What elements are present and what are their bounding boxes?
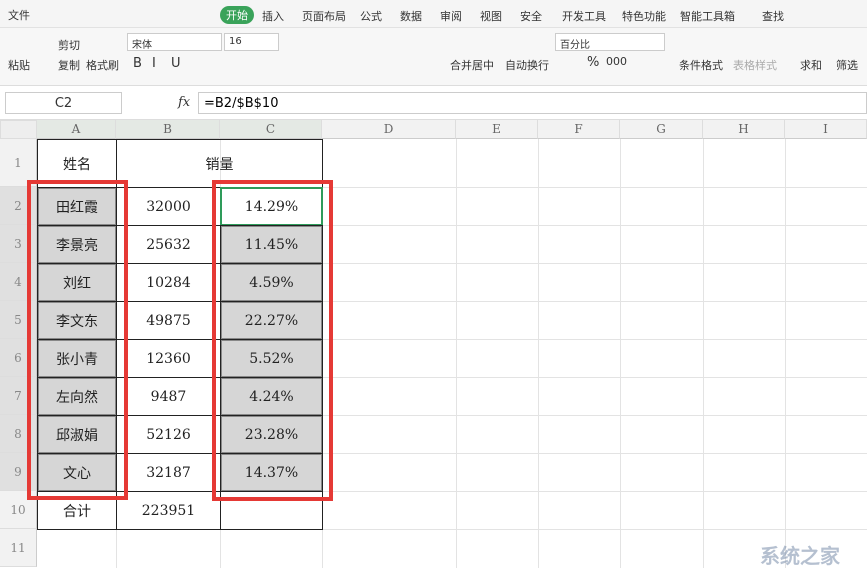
row-header[interactable]: 11 <box>0 529 37 567</box>
ribbon-table-style[interactable]: 表格样式 <box>733 59 777 72</box>
cell[interactable]: 文心 <box>37 453 117 492</box>
cell[interactable]: 11.45% <box>220 225 323 264</box>
size-box[interactable]: 16 <box>224 33 279 51</box>
corner <box>0 120 37 139</box>
menu-tab[interactable]: 视图 <box>480 10 502 23</box>
cell[interactable]: 32187 <box>116 453 221 492</box>
ribbon-wrap[interactable]: 自动换行 <box>505 59 549 72</box>
fx[interactable]: fx <box>178 95 191 110</box>
grid-line <box>37 339 867 340</box>
column-header[interactable]: G <box>620 120 703 139</box>
cell[interactable]: 25632 <box>116 225 221 264</box>
cell[interactable]: 223951 <box>116 491 221 530</box>
cell[interactable]: 49875 <box>116 301 221 340</box>
grid-line <box>37 491 867 492</box>
cell[interactable]: 李文东 <box>37 301 117 340</box>
menu-tab[interactable]: 页面布局 <box>302 10 346 23</box>
menu-tab[interactable]: 插入 <box>262 10 284 23</box>
grid-line <box>456 139 457 568</box>
column-header[interactable]: A <box>37 120 116 139</box>
ribbon-sum[interactable]: 求和 <box>800 59 822 72</box>
grid-line <box>37 187 867 188</box>
highlight-box <box>27 180 128 500</box>
ribbon-bold[interactable]: B <box>133 56 142 71</box>
grid-line <box>37 377 867 378</box>
grid-line <box>37 263 867 264</box>
menu-tab[interactable]: 公式 <box>360 10 382 23</box>
cell[interactable]: 左向然 <box>37 377 117 416</box>
ribbon-filter[interactable]: 筛选 <box>836 59 858 72</box>
ribbon-percent[interactable]: % <box>587 55 600 70</box>
ribbon-format-painter[interactable]: 格式刷 <box>86 59 119 72</box>
ribbon-merge[interactable]: 合并居中 <box>450 59 494 72</box>
menu-tab[interactable]: 特色功能 <box>622 10 666 23</box>
formula-input[interactable] <box>198 92 867 114</box>
cell[interactable]: 52126 <box>116 415 221 454</box>
cell[interactable] <box>220 491 323 530</box>
ribbon-conditional[interactable]: 条件格式 <box>679 59 723 72</box>
cell[interactable]: 14.37% <box>220 453 323 492</box>
grid-line <box>37 529 867 530</box>
grid-line <box>538 139 539 568</box>
column-header[interactable]: F <box>538 120 620 139</box>
grid-line <box>785 139 786 568</box>
cell[interactable]: 刘红 <box>37 263 117 302</box>
cell[interactable]: 22.27% <box>220 301 323 340</box>
watermark: 系统之家 <box>760 544 840 568</box>
column-header[interactable]: I <box>785 120 867 139</box>
column-header[interactable]: E <box>456 120 538 139</box>
column-header[interactable]: H <box>703 120 785 139</box>
font-box[interactable]: 宋体 <box>127 33 222 51</box>
search[interactable]: 查找 <box>762 10 784 23</box>
name-box[interactable] <box>5 92 122 114</box>
menu-tab[interactable]: 数据 <box>400 10 422 23</box>
column-header[interactable]: B <box>116 120 220 139</box>
ribbon-cut[interactable]: 剪切 <box>58 39 80 52</box>
grid-line <box>37 453 867 454</box>
format-box[interactable]: 百分比 <box>555 33 665 51</box>
menu-bar <box>0 0 867 28</box>
menu-tab[interactable]: 开发工具 <box>562 10 606 23</box>
name-box-text: C2 <box>54 96 73 111</box>
ribbon-underline[interactable]: U <box>171 56 181 71</box>
ribbon-copy[interactable]: 复制 <box>58 59 80 72</box>
cell[interactable]: 4.59% <box>220 263 323 302</box>
formula-text: =B2/$B$10 <box>204 96 279 111</box>
menu-tab[interactable]: 安全 <box>520 10 542 23</box>
cell[interactable]: 32000 <box>116 187 221 226</box>
ribbon-italic[interactable]: I <box>152 56 156 71</box>
row-header[interactable]: 1 <box>0 139 37 187</box>
cell[interactable]: 9487 <box>116 377 221 416</box>
grid-line <box>37 415 867 416</box>
menu-tab[interactable]: 开始 <box>220 6 254 24</box>
cell[interactable]: 4.24% <box>220 377 323 416</box>
file-menu[interactable]: 文件 <box>8 9 30 22</box>
ribbon-thousands[interactable]: 000 <box>606 55 627 68</box>
cell[interactable]: 张小青 <box>37 339 117 378</box>
ribbon-paste[interactable]: 粘贴 <box>8 59 30 72</box>
menu-tab[interactable]: 审阅 <box>440 10 462 23</box>
grid-line <box>620 139 621 568</box>
column-header[interactable]: D <box>322 120 456 139</box>
menu-tab[interactable]: 智能工具箱 <box>680 10 735 23</box>
grid-line <box>37 225 867 226</box>
grid-line <box>703 139 704 568</box>
cell[interactable]: 12360 <box>116 339 221 378</box>
grid-line <box>37 301 867 302</box>
highlight-box <box>212 180 333 501</box>
cell[interactable]: 10284 <box>116 263 221 302</box>
column-header[interactable]: C <box>220 120 322 139</box>
